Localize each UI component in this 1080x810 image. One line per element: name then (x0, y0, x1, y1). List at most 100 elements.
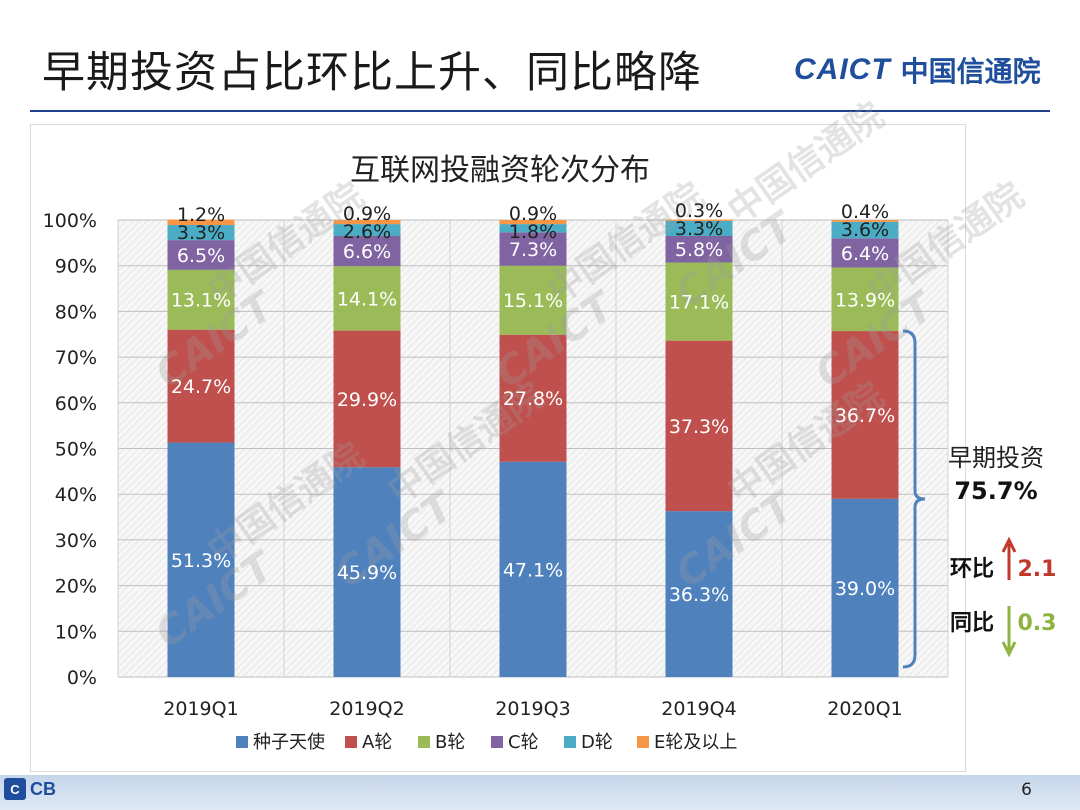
bar-segment (333, 467, 401, 677)
y-tick-label: 80% (55, 301, 97, 323)
data-label: 7.3% (509, 239, 557, 261)
bar-segment (665, 235, 733, 263)
bar-segment (665, 262, 733, 341)
x-tick-label: 2020Q1 (827, 698, 902, 720)
early-investment-label: 早期投资 (948, 444, 1044, 472)
data-label: 0.4% (841, 201, 889, 223)
bar-segment (167, 225, 235, 241)
footer-band (0, 775, 1080, 810)
data-label: 51.3% (171, 550, 231, 572)
y-tick-label: 20% (55, 576, 97, 598)
logo-latin-text: CAICT (794, 53, 891, 86)
bar-segment (665, 220, 733, 236)
y-tick-label: 90% (55, 256, 97, 278)
data-label: 24.7% (171, 376, 231, 398)
y-tick-label: 30% (55, 530, 97, 552)
chart-svg: CAICT中国信通院CAICT中国信通院CAICT中国信通院CAICT中国信通院… (43, 95, 1057, 753)
bar-segment (167, 219, 235, 226)
y-tick-label: 40% (55, 484, 97, 506)
footer-logo: C CB (4, 778, 56, 800)
bar-segment (167, 442, 235, 677)
yoy-label: 同比 (950, 611, 994, 636)
legend-label: C轮 (508, 732, 539, 753)
data-label: 36.7% (835, 405, 895, 427)
bar-segment (333, 220, 401, 225)
legend-label: E轮及以上 (654, 732, 737, 753)
qoq-label: 环比 (950, 557, 994, 582)
data-label: 6.5% (177, 245, 225, 267)
data-label: 0.9% (343, 203, 391, 225)
legend-swatch (345, 736, 357, 748)
y-tick-label: 70% (55, 347, 97, 369)
page-number: 6 (1021, 780, 1032, 800)
bar-segment (167, 269, 235, 330)
bar-segment (831, 267, 899, 332)
legend-swatch (637, 736, 649, 748)
bar-segment (499, 461, 567, 677)
data-label: 37.3% (669, 416, 729, 438)
bar-segment (167, 240, 235, 270)
bar-segment (167, 329, 235, 443)
y-tick-label: 100% (43, 210, 97, 232)
bar-segment (665, 340, 733, 512)
data-label: 5.8% (675, 239, 723, 261)
data-label: 3.3% (675, 218, 723, 240)
bar-segment (499, 265, 567, 335)
legend-swatch (236, 736, 248, 748)
data-label: 14.1% (337, 288, 397, 310)
legend-label: D轮 (581, 732, 613, 753)
caict-logo: CAICT 中国信通院 (794, 50, 1041, 90)
data-label: 15.1% (503, 290, 563, 312)
x-tick-label: 2019Q1 (163, 698, 238, 720)
data-label: 6.4% (841, 243, 889, 265)
data-label: 17.1% (669, 292, 729, 314)
data-label: 2.6% (343, 221, 391, 243)
data-label: 27.8% (503, 388, 563, 410)
data-label: 6.6% (343, 241, 391, 263)
data-label: 3.3% (177, 222, 225, 244)
bar-segment (665, 219, 733, 221)
data-label: 47.1% (503, 559, 563, 581)
bar-segment (499, 334, 567, 462)
data-label: 39.0% (835, 578, 895, 600)
data-label: 0.3% (675, 200, 723, 222)
bar-segment (831, 221, 899, 239)
y-tick-label: 60% (55, 393, 97, 415)
x-tick-label: 2019Q4 (661, 698, 736, 720)
title-divider (30, 110, 1050, 112)
bar-segment (333, 235, 401, 267)
y-tick-label: 10% (55, 621, 97, 643)
y-tick-label: 0% (67, 667, 97, 689)
data-label: 13.9% (835, 289, 895, 311)
footer-logo-text: CB (30, 778, 56, 799)
data-label: 36.3% (669, 584, 729, 606)
bar-segment (831, 498, 899, 677)
legend-label: A轮 (362, 732, 392, 753)
data-label: 1.8% (509, 221, 557, 243)
bar-segment (499, 224, 567, 233)
data-label: 13.1% (171, 290, 231, 312)
legend-swatch (564, 736, 576, 748)
early-investment-value: 75.7% (954, 477, 1037, 505)
legend-label: B轮 (435, 732, 465, 753)
data-label: 0.9% (509, 203, 557, 225)
data-label: 45.9% (337, 562, 397, 584)
bar-segment (333, 224, 401, 236)
data-label: 1.2% (177, 204, 225, 226)
chart-title: 互联网投融资轮次分布 (350, 153, 650, 188)
data-label: 3.6% (841, 219, 889, 241)
legend-swatch (491, 736, 503, 748)
bar-segment (831, 238, 899, 268)
qoq-value: 2.1 (1018, 557, 1057, 582)
bar-segment (333, 266, 401, 331)
footer-logo-mark: C (4, 778, 26, 800)
data-label: 29.9% (337, 389, 397, 411)
logo-cn-text: 中国信通院 (900, 55, 1041, 88)
bar-segment (333, 330, 401, 468)
x-tick-label: 2019Q2 (329, 698, 404, 720)
early-investment-bracket (902, 329, 926, 669)
slide-title: 早期投资占比环比上升、同比略降 (42, 48, 702, 98)
bar-segment (831, 331, 899, 499)
bar-segment (499, 220, 567, 225)
x-tick-label: 2019Q3 (495, 698, 570, 720)
